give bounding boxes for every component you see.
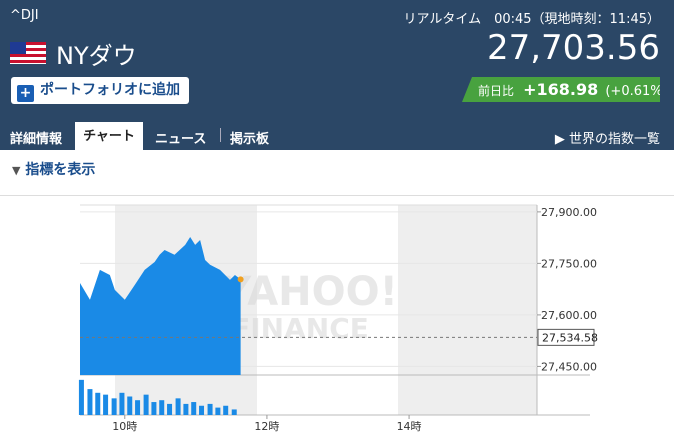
index-name: NYダウ (56, 42, 137, 70)
volume-bar (207, 403, 213, 415)
volume-bar (143, 394, 149, 415)
tab[interactable]: 掲示板 (230, 132, 270, 147)
session-band (398, 205, 537, 415)
watermark: YAHOO! (221, 269, 398, 315)
x-tick-label: 14時 (397, 420, 422, 433)
volume-bar (151, 402, 157, 415)
change-label: 前日比 (478, 84, 515, 98)
realtime: リアルタイム 00:45（現地時刻：11:45） (403, 12, 660, 27)
price: 27,703.56 (486, 28, 660, 68)
change: +168.98 (523, 80, 599, 99)
volume-bar (175, 398, 181, 415)
volume-bar (103, 394, 109, 415)
volume-bar (87, 389, 93, 415)
add-portfolio-button[interactable]: + ポートフォリオに追加 (11, 77, 189, 104)
y-tick-label: 27,450.00 (541, 360, 597, 373)
indicator-label: 指標を表示 (25, 162, 96, 178)
change-badge: 前日比 +168.98 (+0.61%) (462, 77, 660, 102)
indicator-toggle[interactable]: ▼ 指標を表示 (12, 162, 96, 178)
add-label: ポートフォリオに追加 (40, 82, 180, 98)
separator (220, 128, 221, 142)
y-tick-label: 27,900.00 (541, 206, 597, 219)
x-tick-label: 10時 (112, 420, 137, 433)
plus-icon: + (17, 85, 34, 102)
volume-bar (231, 409, 237, 415)
volume-bar (215, 407, 221, 415)
volume-bar (135, 400, 141, 415)
prev-close-box (537, 328, 595, 346)
volume-bar (111, 398, 117, 415)
symbol: ^DJI (10, 8, 39, 23)
last-point (237, 276, 244, 283)
volume-bar (95, 392, 101, 415)
flag (10, 42, 46, 64)
tab[interactable]: 詳細情報 (10, 132, 63, 147)
volume-bar (78, 379, 84, 415)
x-tick-label: 12時 (254, 420, 279, 433)
change-pct: (+0.61%) (605, 84, 668, 99)
y-tick-label: 27,600.00 (541, 309, 597, 322)
world-link-label: 世界の指数一覧 (568, 132, 660, 147)
volume-bar (199, 405, 205, 415)
volume-bar (183, 403, 189, 415)
volume-bar (191, 402, 197, 415)
volume-bar (223, 405, 229, 415)
watermark: FINANCE (231, 312, 369, 345)
volume-bar (127, 396, 133, 415)
tab[interactable]: ニュース (155, 132, 207, 147)
prev-close-label: 27,534.58 (542, 331, 598, 344)
y-tick-label: 27,750.00 (541, 257, 597, 270)
price-area (80, 236, 241, 375)
world-link[interactable]: ▶ 世界の指数一覧 (554, 132, 660, 147)
volume-bar (167, 403, 173, 415)
tab-active[interactable]: チャート (75, 122, 143, 150)
header: ^DJI NYダウ リアルタイム 00:45（現地時刻：11:45） 27,70… (0, 0, 674, 150)
volume-bar (159, 400, 165, 415)
divider (0, 195, 674, 196)
volume-bar (119, 392, 125, 415)
